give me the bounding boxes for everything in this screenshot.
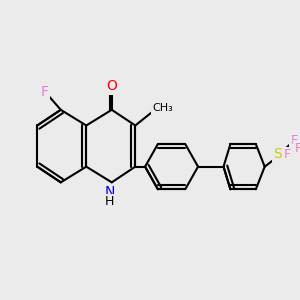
Text: F: F	[295, 142, 300, 154]
Text: F: F	[290, 134, 298, 147]
Text: O: O	[106, 79, 117, 93]
Text: H: H	[105, 196, 115, 208]
Text: F: F	[284, 148, 291, 161]
Text: CH₃: CH₃	[152, 103, 173, 113]
Text: F: F	[41, 85, 49, 99]
Text: N: N	[105, 185, 115, 199]
Text: S: S	[273, 147, 282, 161]
